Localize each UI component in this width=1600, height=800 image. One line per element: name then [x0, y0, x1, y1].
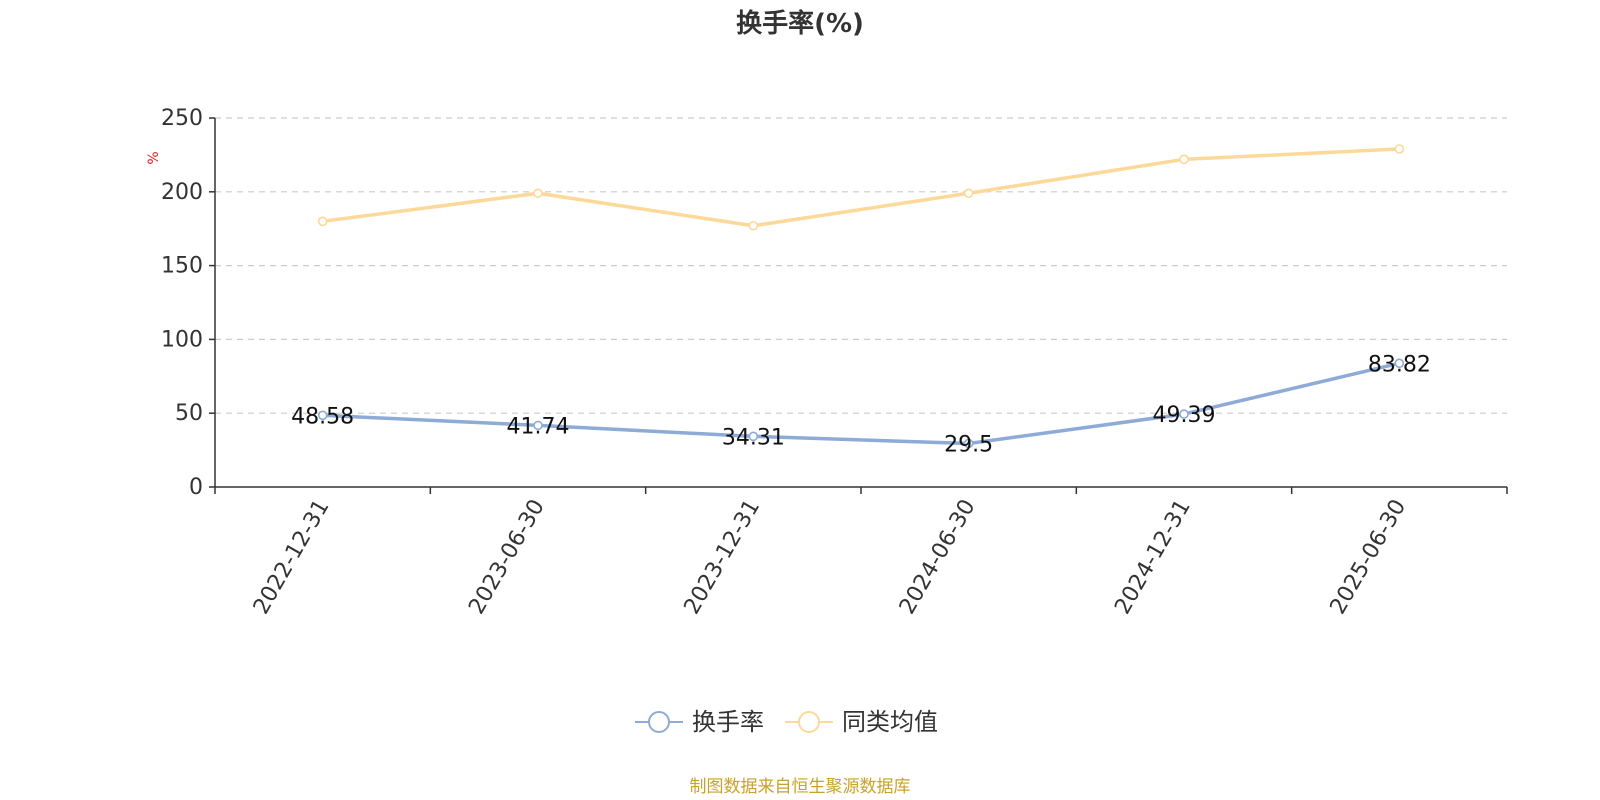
data-label: 41.74 — [507, 414, 570, 439]
x-tick-label: 2023-06-30 — [464, 495, 550, 618]
x-tick-label: 2023-12-31 — [680, 495, 766, 618]
data-label: 29.5 — [944, 432, 993, 457]
data-point[interactable] — [1179, 154, 1189, 165]
y-tick-label: 150 — [161, 254, 203, 279]
x-tick-labels: 2022-12-31 2023-06-30 2023-12-31 2024-06-30… — [249, 495, 1411, 618]
legend-label: 同类均值 — [842, 708, 938, 736]
series-line — [322, 361, 1400, 446]
y-tick-label: 250 — [161, 106, 203, 131]
series-group: 48.58 41.74 34.31 29.5 49.39 83.82 — [291, 144, 1431, 457]
axes — [209, 117, 1508, 494]
data-point[interactable] — [1179, 409, 1189, 419]
series-line — [322, 147, 1400, 228]
legend[interactable]: 换手率 同类均值 — [635, 708, 938, 736]
data-point[interactable] — [963, 438, 974, 449]
gridlines — [215, 117, 1507, 414]
data-label: 48.58 — [291, 404, 354, 429]
y-tick-label: 0 — [189, 475, 203, 500]
x-tick-label: 2024-12-31 — [1110, 495, 1196, 618]
data-source-note: 制图数据来自恒生聚源数据库 — [690, 777, 911, 797]
data-point[interactable] — [1394, 144, 1405, 154]
chart-title: 换手率(%) — [736, 8, 864, 39]
data-point[interactable] — [317, 216, 328, 227]
data-label: 83.82 — [1368, 352, 1431, 377]
data-point[interactable] — [533, 420, 543, 431]
y-axis-label: % — [146, 151, 162, 164]
y-tick-label: 50 — [175, 401, 203, 426]
data-label: 34.31 — [722, 425, 785, 450]
x-tick-label: 2022-12-31 — [249, 495, 335, 618]
legend-marker-icon — [798, 711, 820, 733]
data-point[interactable] — [317, 410, 328, 421]
legend-marker-icon — [648, 711, 670, 733]
y-tick-label: 100 — [161, 327, 203, 352]
legend-item-同类均值[interactable]: 同类均值 — [785, 708, 938, 736]
legend-item-换手率[interactable]: 换手率 — [635, 708, 764, 736]
data-point[interactable] — [748, 431, 759, 442]
y-tick-labels: 0 50 100 150 200 250 — [161, 106, 203, 500]
y-tick-label: 200 — [161, 180, 203, 205]
x-tick-label: 2025-06-30 — [1326, 495, 1412, 618]
x-tick-label: 2024-06-30 — [895, 495, 981, 618]
series-换手率: 48.58 41.74 34.31 29.5 49.39 83.82 — [291, 352, 1431, 457]
data-point[interactable] — [963, 188, 974, 199]
series-同类均值 — [317, 144, 1405, 231]
legend-label: 换手率 — [692, 708, 764, 736]
data-point[interactable] — [533, 188, 543, 199]
data-point[interactable] — [1394, 358, 1405, 369]
data-point[interactable] — [748, 220, 759, 231]
data-label: 49.39 — [1153, 403, 1216, 428]
